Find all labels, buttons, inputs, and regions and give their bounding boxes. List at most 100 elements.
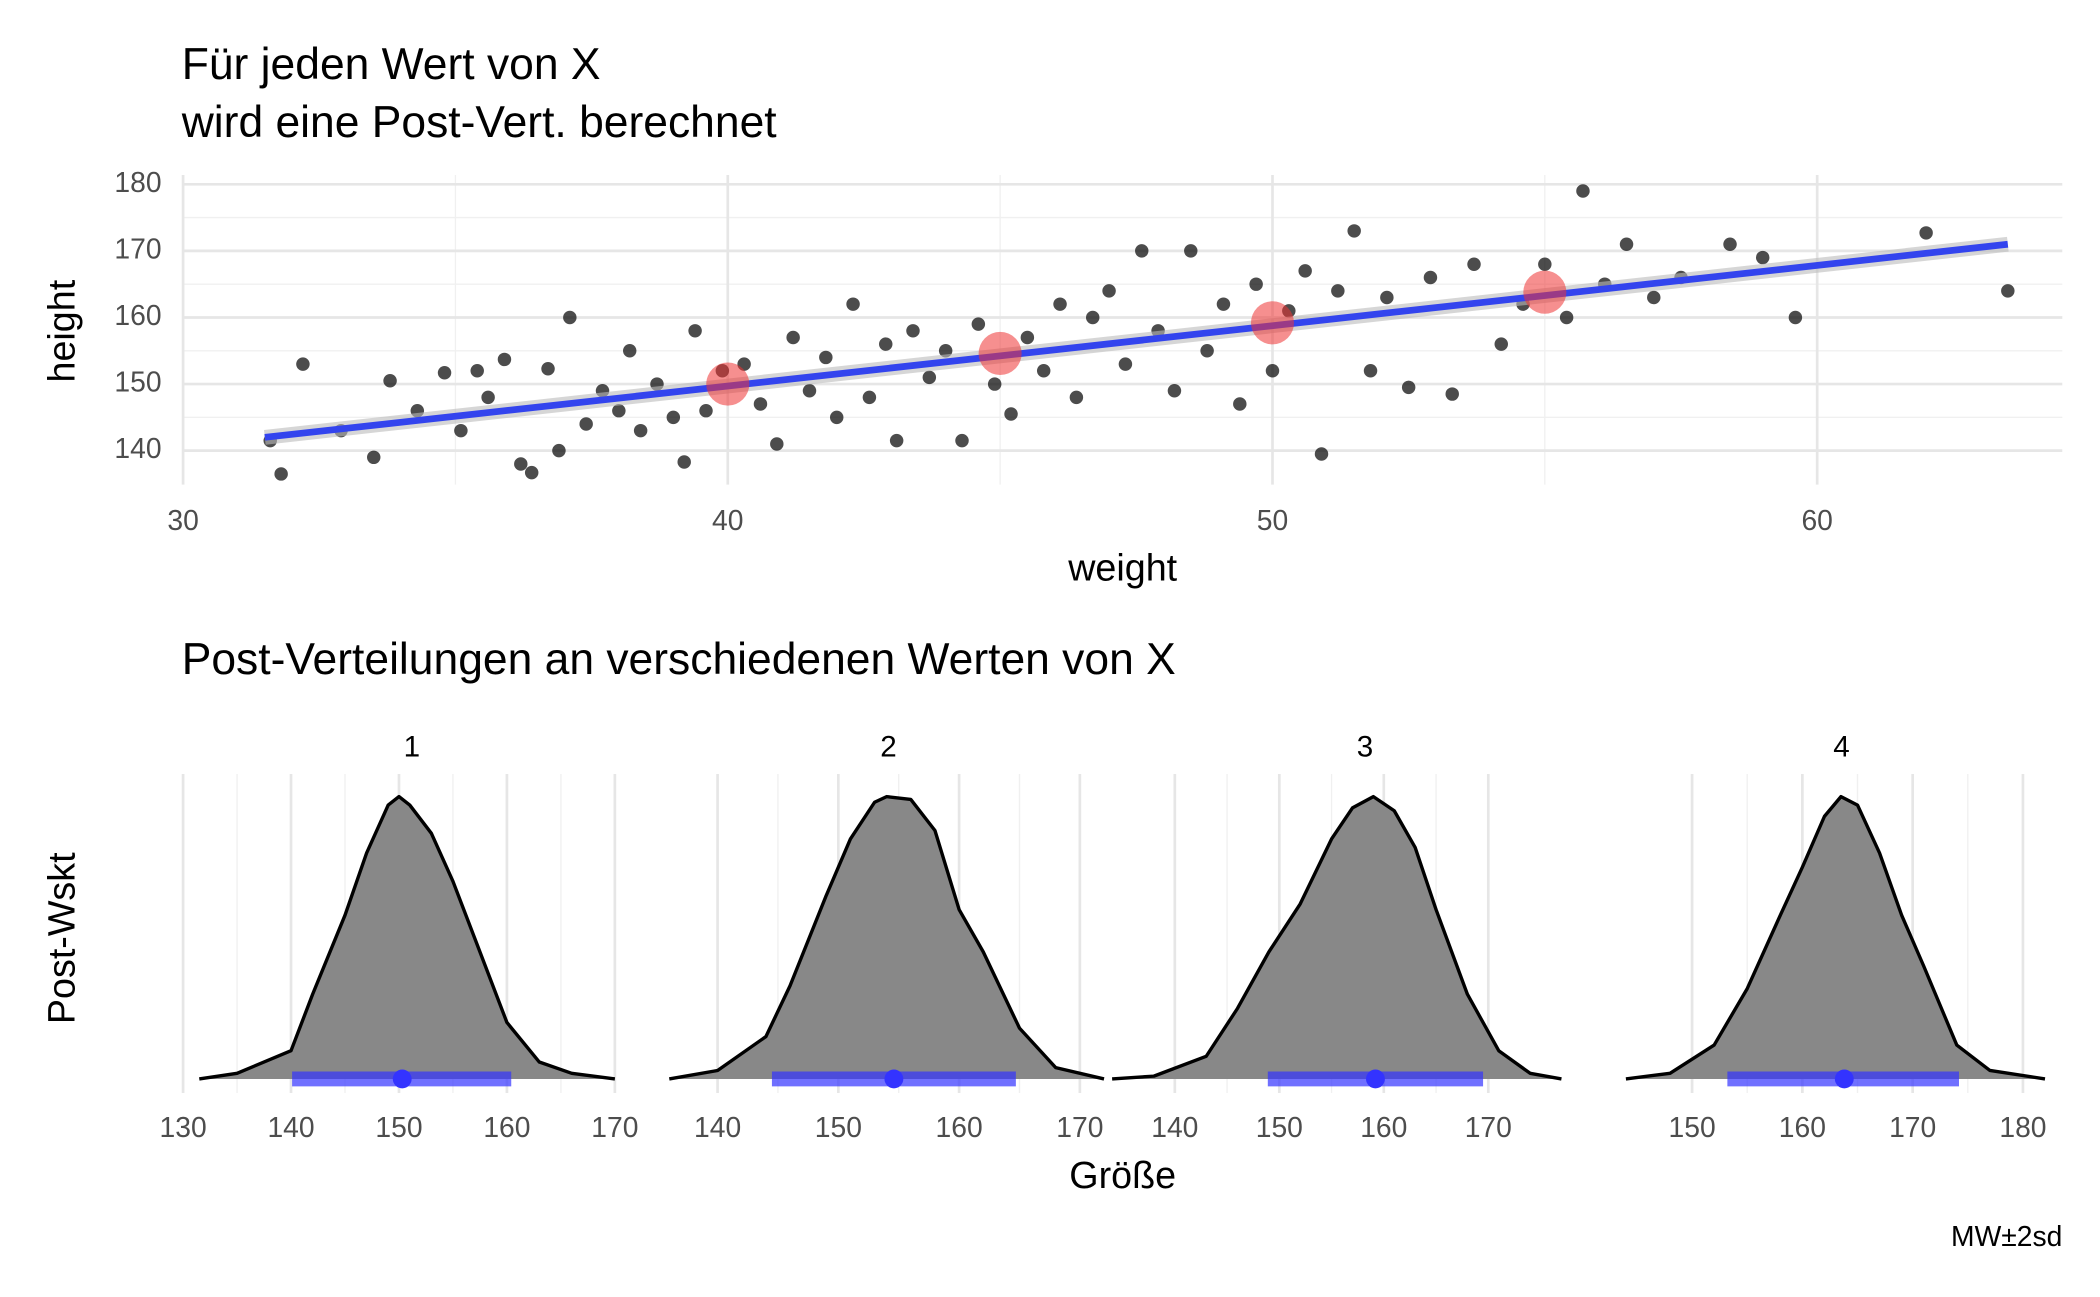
x-tick-label: 160 [483, 1111, 530, 1143]
point [1647, 290, 1661, 305]
point [1363, 364, 1378, 378]
point [955, 433, 969, 448]
point [1118, 357, 1133, 371]
point [1423, 270, 1438, 285]
y-tick-label: 150 [114, 366, 161, 398]
y-tick-label: 140 [114, 432, 161, 464]
point [1723, 237, 1737, 251]
point [666, 410, 681, 425]
point [688, 324, 702, 338]
mean-point [884, 1069, 904, 1089]
x-tick-label: 180 [1999, 1111, 2046, 1143]
highlight-point [1250, 301, 1295, 345]
caption: MW±2sd [1951, 1220, 2062, 1252]
x-tick-label: 130 [160, 1111, 207, 1143]
chart-title: wird eine Post-Vert. berechnet [181, 98, 778, 147]
point [274, 467, 288, 481]
point [1020, 330, 1035, 345]
point [1233, 397, 1247, 411]
point [753, 397, 768, 411]
point [1445, 387, 1459, 401]
y-axis-title: height [41, 279, 83, 382]
point [829, 410, 844, 425]
point [1314, 447, 1329, 461]
mean-point [392, 1069, 412, 1089]
x-tick-label: 150 [1669, 1111, 1716, 1143]
point [770, 437, 784, 451]
point [1298, 264, 1312, 278]
point [1559, 310, 1574, 325]
mean-point [1366, 1069, 1385, 1089]
point [623, 344, 637, 358]
facet-label: 4 [1833, 730, 1849, 763]
point [1331, 284, 1345, 298]
density-area [199, 796, 615, 1079]
density-area [1625, 796, 2046, 1079]
y-tick-label: 160 [114, 299, 161, 331]
chart-title: Post-Verteilungen an verschiedenen Werte… [182, 635, 1176, 684]
x-tick-label: 170 [1465, 1111, 1512, 1143]
y-tick-label: 180 [114, 166, 161, 198]
point [612, 403, 626, 418]
x-tick-label: 140 [267, 1111, 314, 1143]
point [819, 350, 833, 365]
highlight-point [706, 362, 750, 406]
point [633, 423, 648, 438]
point [1265, 364, 1280, 378]
x-tick-label: 160 [1779, 1111, 1826, 1143]
density-line [668, 794, 1105, 1081]
point [846, 297, 860, 311]
density-area [669, 796, 1105, 1079]
x-tick-label: 150 [375, 1111, 422, 1143]
x-tick-label: 40 [712, 504, 743, 536]
highlight-point [1523, 270, 1567, 314]
x-tick-label: 170 [1056, 1111, 1103, 1143]
point [971, 317, 986, 331]
point [922, 370, 937, 385]
point [802, 383, 817, 398]
x-tick-label: 50 [1257, 504, 1288, 536]
point [1467, 257, 1481, 271]
point [1576, 184, 1590, 198]
point [1538, 257, 1552, 271]
mean-point [1834, 1069, 1854, 1089]
point [879, 337, 893, 351]
point [1216, 297, 1231, 311]
density-line [199, 794, 616, 1081]
density-area [1112, 796, 1562, 1079]
point [514, 457, 528, 471]
point [1036, 364, 1051, 378]
x-axis-title: Größe [1069, 1154, 1176, 1196]
point [1919, 226, 1933, 240]
point [1619, 237, 1634, 251]
highlight-point [978, 331, 1022, 375]
x-tick-label: 30 [167, 504, 198, 536]
point [481, 390, 495, 405]
x-axis-title: weight [1067, 547, 1177, 589]
point [786, 330, 800, 345]
point [1086, 310, 1100, 325]
point [563, 310, 577, 325]
point [2001, 284, 2015, 298]
facet-label: 2 [880, 730, 896, 763]
point [1494, 337, 1508, 351]
point [552, 443, 566, 458]
point [889, 433, 904, 448]
point [1401, 380, 1416, 395]
point [470, 364, 484, 378]
point [579, 417, 593, 431]
density-line [1112, 794, 1562, 1081]
density-line [1625, 794, 2046, 1081]
x-tick-label: 170 [591, 1111, 638, 1143]
point [1102, 284, 1116, 298]
x-tick-label: 150 [815, 1111, 862, 1143]
point [367, 450, 381, 465]
point [1380, 290, 1394, 305]
point [383, 374, 397, 388]
point [1053, 297, 1067, 311]
point [524, 465, 539, 480]
facet-label: 3 [1357, 730, 1373, 763]
x-tick-label: 140 [694, 1111, 741, 1143]
point [1200, 344, 1214, 358]
